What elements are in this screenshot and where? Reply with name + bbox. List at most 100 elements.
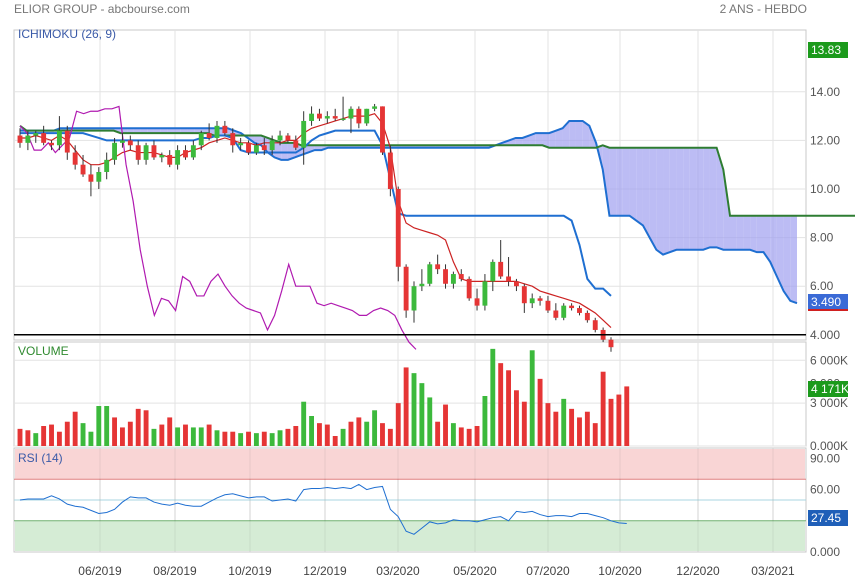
candle-body bbox=[222, 125, 228, 134]
rsi-y-tick-label: 60.00 bbox=[810, 483, 840, 497]
ichimoku-cloud-segment bbox=[683, 147, 690, 250]
ichimoku-cloud-segment bbox=[689, 147, 697, 250]
rsi-oversold-zone bbox=[15, 520, 805, 551]
price-y-tick-label: 8.00 bbox=[810, 231, 834, 245]
candle-body bbox=[592, 320, 598, 330]
kijun-line bbox=[20, 129, 612, 297]
ichimoku-cloud-segment bbox=[790, 215, 797, 304]
volume-bar bbox=[293, 426, 299, 446]
candle-body bbox=[403, 266, 409, 311]
candle-body bbox=[395, 189, 401, 267]
ichimoku-cloud-segment bbox=[133, 128, 141, 134]
volume-bar bbox=[545, 403, 551, 446]
volume-bar bbox=[301, 401, 307, 446]
volume-bar bbox=[64, 421, 70, 446]
volume-bar bbox=[616, 394, 622, 446]
candle-body bbox=[206, 133, 212, 138]
volume-bar bbox=[238, 433, 244, 446]
volume-bar bbox=[112, 417, 118, 446]
volume-y-tick-label: 0.000K bbox=[810, 439, 848, 453]
candle-body bbox=[561, 305, 567, 318]
candle-body bbox=[253, 145, 259, 153]
rsi-overbought-zone bbox=[15, 449, 805, 480]
candle-body bbox=[183, 150, 188, 158]
volume-bar bbox=[96, 406, 102, 446]
volume-bar bbox=[387, 428, 393, 446]
volume-y-tick-label: 6 000K bbox=[810, 353, 848, 367]
candle-body bbox=[151, 145, 157, 158]
ichimoku-cloud-segment bbox=[194, 128, 201, 134]
volume-bar bbox=[285, 428, 291, 446]
price-last-badge-bg bbox=[808, 42, 848, 58]
ichimoku-cloud-segment bbox=[529, 133, 536, 146]
volume-last-badge: 4 171K bbox=[811, 382, 849, 396]
volume-bar bbox=[72, 411, 78, 446]
ichimoku-cloud-segment bbox=[549, 130, 556, 148]
ichimoku-cloud-segment bbox=[756, 215, 764, 253]
volume-bar bbox=[584, 411, 590, 446]
volume-bar bbox=[427, 397, 433, 446]
price-last-badge: 13.83 bbox=[811, 43, 841, 57]
ichimoku-cloud-segment bbox=[609, 147, 617, 216]
panel-frame-1 bbox=[13, 341, 807, 447]
volume-bar bbox=[458, 427, 464, 446]
x-tick-label: 08/2019 bbox=[153, 564, 197, 578]
ichimoku-cloud-segment bbox=[703, 147, 710, 250]
candle-body bbox=[364, 108, 370, 124]
price-y-tick-label: 12.00 bbox=[810, 133, 840, 147]
candle-body bbox=[285, 135, 291, 141]
volume-bar bbox=[214, 430, 220, 446]
ichimoku-cloud-segment bbox=[308, 145, 315, 153]
volume-bar bbox=[356, 417, 362, 446]
candle-body bbox=[49, 142, 54, 146]
x-tick-label: 07/2020 bbox=[526, 564, 570, 578]
candle-body bbox=[372, 106, 378, 109]
candle-body bbox=[80, 164, 86, 175]
ichimoku-cloud-segment bbox=[200, 128, 208, 134]
volume-bar bbox=[143, 410, 149, 446]
candle-body bbox=[301, 120, 307, 148]
volume-bar bbox=[340, 428, 346, 446]
volume-bar bbox=[466, 428, 472, 446]
ichimoku-cloud-segment bbox=[508, 137, 516, 146]
ichimoku-cloud-segment bbox=[629, 147, 637, 221]
volume-bar bbox=[435, 421, 441, 446]
tenkan-line bbox=[20, 112, 612, 328]
candle-body bbox=[246, 142, 251, 153]
rsi-last-badge: 27.45 bbox=[811, 511, 841, 525]
volume-bar bbox=[309, 416, 315, 446]
candle-body bbox=[17, 135, 23, 143]
ichimoku-cloud-segment bbox=[636, 147, 643, 226]
candle-body bbox=[64, 130, 70, 153]
candle-body bbox=[584, 312, 590, 321]
candle-body bbox=[435, 264, 441, 270]
volume-bar bbox=[521, 401, 527, 446]
volume-bar bbox=[41, 426, 47, 446]
ichimoku-cloud-segment bbox=[716, 147, 724, 250]
volume-bar bbox=[624, 386, 630, 446]
candle-body bbox=[529, 298, 535, 304]
candle-body bbox=[608, 339, 614, 348]
candle-body bbox=[261, 145, 267, 151]
volume-bar bbox=[403, 367, 409, 446]
candle-body bbox=[112, 142, 118, 160]
ichimoku-cloud-segment bbox=[750, 215, 757, 253]
volume-bar bbox=[88, 431, 94, 446]
page-title: ELIOR GROUP - abcbourse.com bbox=[14, 2, 190, 16]
ichimoku-cloud-segment bbox=[314, 145, 322, 151]
ichimoku-cloud-segment bbox=[776, 215, 784, 292]
volume-bar bbox=[159, 424, 165, 446]
rsi-line bbox=[19, 483, 627, 535]
volume-bar bbox=[561, 398, 567, 446]
candle-body bbox=[356, 108, 362, 124]
ichimoku-cloud-segment bbox=[656, 147, 664, 255]
volume-bar bbox=[56, 431, 62, 446]
candle-body bbox=[309, 113, 315, 121]
ichimoku-cloud-segment bbox=[515, 137, 523, 146]
ichimoku-cloud-segment bbox=[187, 128, 195, 134]
ichimoku-cloud-segment bbox=[180, 128, 188, 134]
volume-bar bbox=[127, 421, 133, 446]
ichimoku-cloud-segment bbox=[736, 215, 744, 250]
ichimoku-cloud-segment bbox=[535, 133, 543, 146]
